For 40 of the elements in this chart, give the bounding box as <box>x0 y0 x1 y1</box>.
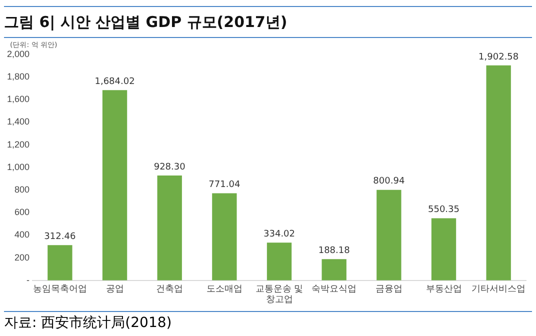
x-tick-label: 금융업 <box>375 283 402 294</box>
x-tick-label: 교통운송 및 창고업 <box>256 283 304 304</box>
y-tick-label: 1,200 <box>6 139 30 150</box>
data-label: 800.94 <box>373 176 405 187</box>
y-tick-label: 2,000 <box>6 48 30 59</box>
y-tick-label: 400 <box>14 230 30 240</box>
bar <box>322 259 346 280</box>
y-tick-label: 1,400 <box>6 116 30 127</box>
x-tick-label: 농임목축어업 <box>32 283 87 294</box>
x-tick-label: 숙박요식업 <box>312 283 357 294</box>
data-label: 1,684.02 <box>94 76 135 87</box>
x-tick-label: 기타서비스업 <box>472 283 526 294</box>
data-label: 334.02 <box>264 230 296 240</box>
data-label: 312.46 <box>44 232 76 242</box>
x-tick-label: 공업 <box>106 283 124 294</box>
x-tick-label: 건축업 <box>156 283 184 294</box>
bar <box>48 245 72 280</box>
bar <box>376 190 402 280</box>
y-tick-label: 800 <box>14 184 30 194</box>
bar <box>486 65 511 280</box>
data-label: 188.18 <box>318 246 350 256</box>
text: 자료: 西安市统计局(2018) <box>4 311 532 332</box>
data-label: 550.35 <box>428 205 460 216</box>
x-tick-label: 도소매업 <box>206 283 242 294</box>
y-tick-label: 1,800 <box>6 71 30 82</box>
y-tick-label: 200 <box>14 252 30 262</box>
data-label: 771.04 <box>208 180 240 190</box>
y-tick-label: 600 <box>14 207 30 218</box>
bar <box>431 218 456 280</box>
chart-title: 그림 6| 시안 산업별 GDP 규모(2017년) <box>4 6 532 38</box>
data-label: 928.30 <box>154 162 186 172</box>
bar <box>266 242 292 280</box>
x-tick-label: 부동산업 <box>426 283 462 294</box>
bar <box>102 90 128 280</box>
bar <box>157 176 182 280</box>
y-tick-label: 1,600 <box>6 94 30 104</box>
y-tick-label: - <box>26 274 30 285</box>
bar <box>212 193 237 280</box>
data-label: 1,902.58 <box>478 52 519 62</box>
y-tick-label: 1,000 <box>6 162 30 172</box>
